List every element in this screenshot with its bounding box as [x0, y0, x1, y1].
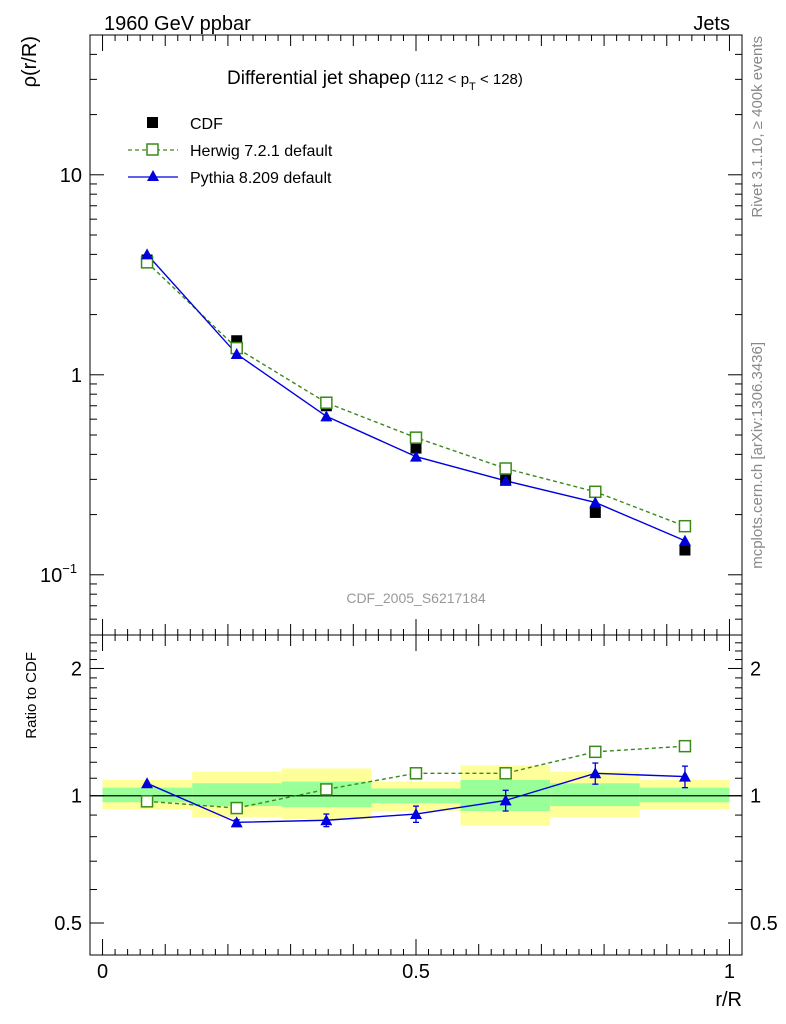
- pythia-point: [410, 450, 422, 462]
- main-y-tick-label-2: 10−1: [40, 561, 77, 587]
- herwig-ratio-point: [320, 783, 333, 796]
- chart-title-main: Differential jet shapeρ: [227, 68, 411, 89]
- chart-title-range: (112 < p: [415, 71, 469, 88]
- ratio-y-tick-label-right-1: 1: [750, 786, 761, 808]
- x-tick-label-1: 0.5: [402, 961, 430, 983]
- x-tick-label-2: 1: [724, 961, 735, 983]
- ratio-y-tick-label-left-2: 0.5: [54, 913, 82, 935]
- band-inner-5: [550, 783, 640, 807]
- herwig-point: [678, 519, 692, 533]
- pythia-line: [146, 253, 686, 542]
- chart-title-subscript: T: [469, 81, 476, 93]
- ratio-y-axis-label: Ratio to CDF: [23, 652, 40, 739]
- cdf-point: [231, 335, 243, 347]
- band-inner-0: [102, 787, 193, 803]
- herwig-ratio-point: [589, 745, 602, 759]
- legend-pythia-label: Pythia 8.209 default: [190, 170, 332, 187]
- main-y-axis-label: ρ(r/R): [19, 36, 41, 87]
- chart-title-range-end: < 128): [476, 71, 523, 88]
- pythia-point: [499, 474, 512, 486]
- pythia-ratio-point: [589, 767, 602, 779]
- pythia-point: [230, 348, 243, 360]
- pythia-point: [320, 410, 333, 422]
- cdf-point: [589, 506, 601, 518]
- cdf-point: [679, 544, 691, 556]
- legend-pythia-marker: [147, 170, 159, 181]
- herwig-point: [589, 485, 602, 499]
- herwig-ratio-point: [230, 801, 243, 815]
- pythia-ratio-point: [230, 816, 243, 828]
- pythia-ratio-point: [320, 814, 333, 826]
- band-inner-1: [192, 783, 282, 807]
- herwig-point: [409, 431, 423, 444]
- ratio-y-tick-label-left-0: 2: [71, 658, 82, 680]
- legend-cdf-marker: [147, 117, 158, 128]
- x-axis-label: r/R: [715, 989, 742, 1011]
- header-right: Jets: [693, 13, 730, 35]
- header-left: 1960 GeV ppbar: [104, 13, 251, 35]
- pythia-point: [141, 248, 154, 260]
- pythia-ratio-point: [410, 808, 422, 820]
- herwig-point: [320, 396, 333, 409]
- axes: 10 1 10−1 2 2 1 1 0.5 0.5 0 0.5 1: [40, 35, 778, 983]
- herwig-ratio-point: [678, 739, 692, 753]
- legend-herwig-marker: [146, 143, 159, 156]
- herwig-ratio-point: [140, 795, 154, 808]
- legend-herwig-label: Herwig 7.2.1 default: [190, 143, 333, 160]
- pythia-point: [678, 534, 691, 546]
- rivet-label: Rivet 3.1.10, ≥ 400k events: [749, 36, 766, 218]
- herwig-point: [499, 462, 512, 475]
- cdf-point: [410, 442, 422, 454]
- watermark: CDF_2005_S6217184: [346, 590, 486, 606]
- series-layer: [140, 248, 692, 828]
- main-y-tick-label-1: 1: [71, 365, 82, 387]
- herwig-line: [146, 261, 686, 527]
- ratio-y-tick-label-right-0: 2: [750, 658, 761, 680]
- pythia-ratio-point: [499, 794, 512, 806]
- x-tick-label-0: 0: [97, 961, 108, 983]
- ratio-y-tick-label-right-2: 0.5: [750, 913, 778, 935]
- band-inner-6: [639, 787, 730, 803]
- herwig-ratio-point: [499, 767, 512, 780]
- main-y-tick-label-0: 10: [60, 165, 82, 187]
- pythia-ratio-point: [141, 777, 154, 789]
- pythia-ratio-point: [678, 770, 691, 782]
- herwig-ratio-point: [409, 767, 423, 780]
- legend: CDF Herwig 7.2.1 default Pythia 8.209 de…: [128, 116, 333, 187]
- main-plot-frame: [89, 34, 743, 636]
- chart-title: Differential jet shapeρ (112 < pT < 128): [227, 68, 523, 93]
- legend-cdf-label: CDF: [190, 116, 223, 133]
- ratio-y-tick-label-left-1: 1: [71, 786, 82, 808]
- mcplots-label: mcplots.cern.ch [arXiv:1306.3436]: [749, 342, 766, 569]
- pythia-point: [589, 496, 602, 508]
